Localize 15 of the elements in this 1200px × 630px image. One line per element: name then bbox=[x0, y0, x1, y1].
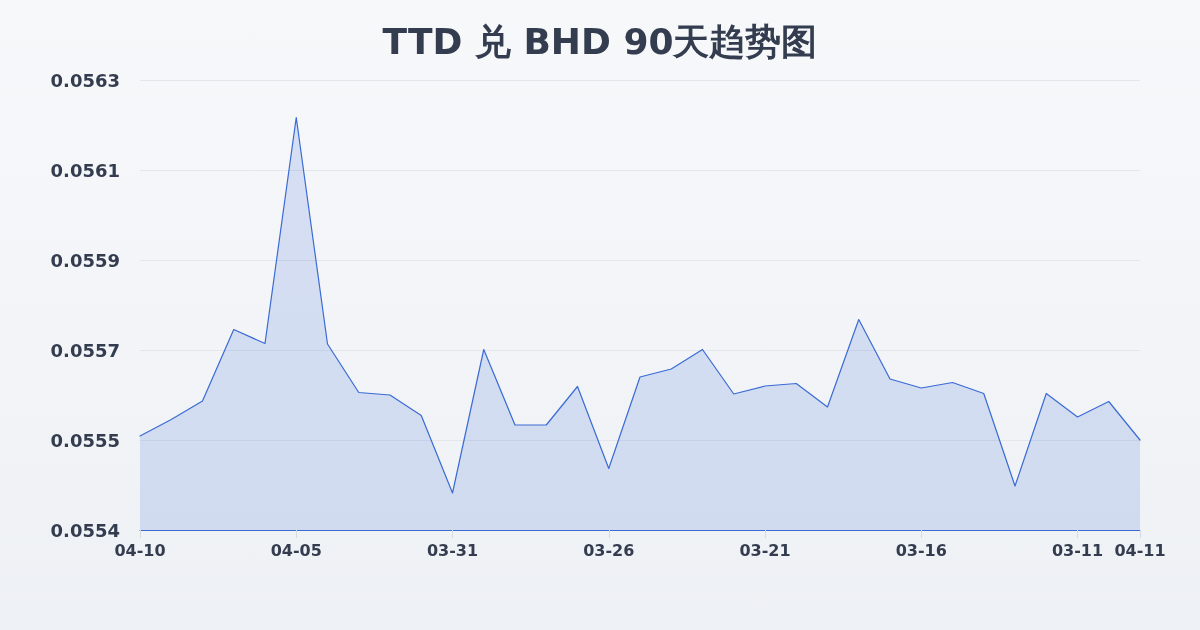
y-tick-label: 0.0557 bbox=[50, 339, 120, 361]
y-tick-label: 0.0555 bbox=[50, 429, 120, 451]
x-tick-label: 03-26 bbox=[583, 540, 635, 560]
x-tick-label: 04-11 bbox=[1114, 540, 1166, 560]
chart-title: TTD 兑 BHD 90天趋势图 bbox=[382, 20, 818, 62]
y-tick-label: 0.0563 bbox=[50, 69, 120, 91]
x-tick-label: 03-11 bbox=[1051, 540, 1104, 560]
x-tick-label: 04-05 bbox=[270, 540, 322, 560]
x-tick-label: 03-21 bbox=[739, 540, 791, 560]
x-tick-label: 03-31 bbox=[426, 540, 479, 560]
y-tick-label: 0.0554 bbox=[50, 519, 120, 541]
y-tick-label: 0.0561 bbox=[50, 159, 120, 181]
x-tick-label: 03-16 bbox=[895, 540, 947, 560]
x-tick-label: 04-10 bbox=[114, 540, 166, 560]
y-tick-label: 0.0559 bbox=[50, 249, 120, 271]
